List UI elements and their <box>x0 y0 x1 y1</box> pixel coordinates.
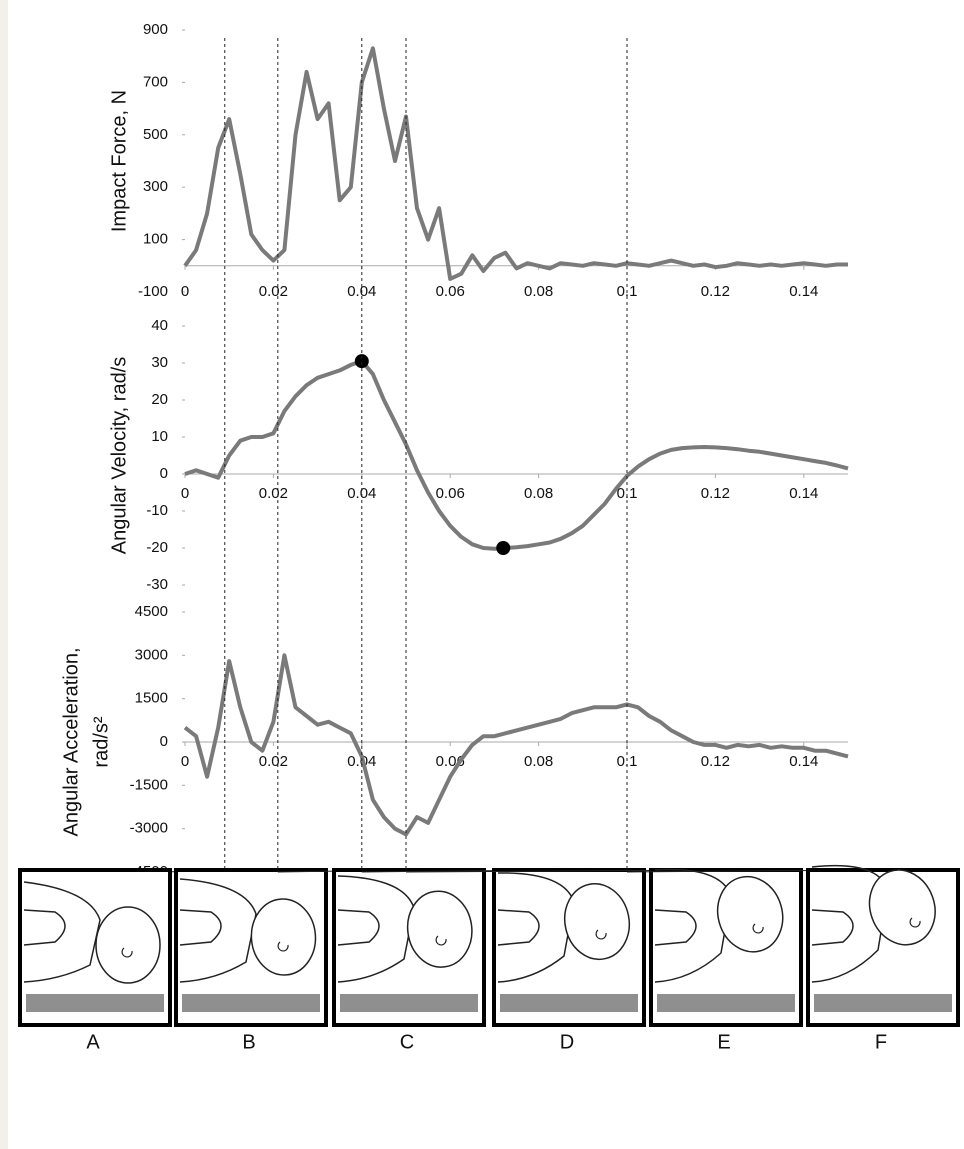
ear <box>595 929 607 940</box>
y-tick-label: 500 <box>143 126 168 143</box>
ear <box>909 917 921 928</box>
y-tick-label: -1500 <box>130 776 168 793</box>
arm <box>23 909 66 946</box>
head <box>563 883 631 961</box>
y-tick-label: -30 <box>146 576 168 593</box>
x-tick-label: 0.04 <box>347 485 376 502</box>
arm <box>337 909 380 946</box>
illustration <box>18 868 172 1027</box>
x-tick-label: 0.14 <box>789 753 818 770</box>
x-tick-label: 0 <box>181 753 189 770</box>
x-tick-label: 0.12 <box>701 753 730 770</box>
x-tick-label: 0.02 <box>259 283 288 300</box>
arm <box>497 909 540 946</box>
y-tick-label: -10 <box>146 502 168 519</box>
x-tick-label: 0.12 <box>701 283 730 300</box>
ear <box>121 947 133 958</box>
illustration <box>492 868 646 1027</box>
illustration <box>332 868 486 1027</box>
y-tick-label: -100 <box>138 283 168 300</box>
frame-label: B <box>242 1031 255 1053</box>
data-line <box>183 653 849 837</box>
torso <box>23 881 101 983</box>
x-tick-label: 0.08 <box>524 753 553 770</box>
x-tick-label: 0.14 <box>789 283 818 300</box>
y-tick-label: 3000 <box>135 646 168 663</box>
floor <box>814 994 952 1012</box>
x-tick-label: 0 <box>181 283 189 300</box>
x-tick-label: 0.14 <box>789 485 818 502</box>
illustration <box>649 868 803 1027</box>
x-tick-label: 0.06 <box>436 485 465 502</box>
x-tick-label: 0.02 <box>259 485 288 502</box>
y-tick-label: 300 <box>143 178 168 195</box>
floor <box>26 994 164 1012</box>
floor <box>340 994 478 1012</box>
ear <box>435 935 447 946</box>
y-axis-title: Impact Force, N <box>108 90 130 232</box>
y-tick-label: 20 <box>151 391 168 408</box>
frame-label: A <box>86 1031 100 1053</box>
frame-label: F <box>875 1031 887 1053</box>
highlight-point <box>496 541 511 555</box>
torso <box>179 878 257 983</box>
arm <box>179 909 222 946</box>
y-axis-title: rad/s² <box>90 716 112 767</box>
y-tick-label: -20 <box>146 539 168 556</box>
arm <box>654 909 697 946</box>
y-tick-label: 10 <box>151 428 168 445</box>
y-tick-label: 4500 <box>135 603 168 620</box>
y-tick-label: 40 <box>151 317 168 334</box>
y-tick-label: 0 <box>160 733 168 750</box>
y-tick-label: -3000 <box>130 820 168 837</box>
illustration <box>806 864 960 1027</box>
y-tick-label: 900 <box>143 21 168 38</box>
y-tick-label: 0 <box>160 465 168 482</box>
y-tick-label: 700 <box>143 73 168 90</box>
frame-label: D <box>560 1031 574 1053</box>
ear <box>277 941 289 952</box>
floor <box>500 994 638 1012</box>
x-tick-label: 0.12 <box>701 485 730 502</box>
x-tick-label: 0.08 <box>524 283 553 300</box>
data-line <box>184 359 849 551</box>
y-tick-label: 30 <box>151 354 168 371</box>
y-axis-title: Angular Acceleration, <box>60 647 82 836</box>
frame-label: C <box>400 1031 414 1053</box>
ear <box>752 923 764 934</box>
y-tick-label: 1500 <box>135 690 168 707</box>
arm <box>811 909 854 946</box>
left-strip <box>0 0 8 1149</box>
illustration <box>174 868 328 1027</box>
head <box>406 890 473 968</box>
x-tick-label: 0.02 <box>259 753 288 770</box>
head <box>250 898 317 976</box>
x-tick-label: 0 <box>181 485 189 502</box>
head <box>716 875 784 953</box>
x-tick-label: 0.1 <box>617 485 638 502</box>
floor <box>657 994 795 1012</box>
x-tick-label: 0.1 <box>617 753 638 770</box>
y-axis-title: Angular Velocity, rad/s <box>108 357 130 555</box>
frame-label: E <box>717 1031 730 1053</box>
data-line <box>183 46 848 281</box>
x-tick-label: 0.06 <box>436 283 465 300</box>
highlight-point <box>354 354 369 369</box>
y-tick-label: 100 <box>143 231 168 248</box>
x-tick-label: 0.08 <box>524 485 553 502</box>
floor <box>182 994 320 1012</box>
head <box>95 906 161 984</box>
